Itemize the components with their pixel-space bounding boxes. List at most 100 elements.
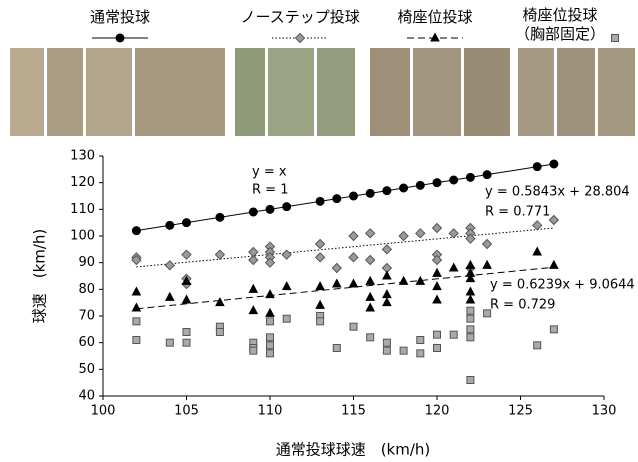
y-tick-label: 110 <box>70 202 95 217</box>
point <box>550 160 558 168</box>
y-tick-label: 80 <box>78 282 95 297</box>
point <box>467 377 474 384</box>
point <box>484 310 491 317</box>
photo <box>598 48 635 136</box>
point <box>133 337 140 344</box>
point <box>283 282 291 290</box>
point <box>417 337 424 344</box>
x-tick-label: 130 <box>592 404 617 419</box>
point <box>467 326 474 333</box>
photo <box>518 48 554 136</box>
legend-marker <box>612 35 619 42</box>
r-value: R = 1 <box>252 183 288 198</box>
point <box>449 229 458 238</box>
point <box>133 318 140 325</box>
point <box>467 334 474 341</box>
point <box>400 277 408 285</box>
x-tick-label: 115 <box>341 404 366 419</box>
point <box>383 347 390 354</box>
point <box>183 339 190 346</box>
photo <box>413 48 461 136</box>
y-tick-label: 70 <box>78 309 95 324</box>
photos <box>10 48 635 136</box>
equation: y = 0.6239x + 9.0644 <box>490 278 635 293</box>
point <box>166 293 174 301</box>
point <box>433 282 441 290</box>
point <box>266 258 275 267</box>
point <box>533 221 542 230</box>
point <box>349 253 358 262</box>
point <box>383 272 391 280</box>
point <box>350 323 357 330</box>
point <box>183 219 191 227</box>
page: 球速 (km/h) 通常投球球速 (km/h) 4050607080901001… <box>0 0 638 462</box>
photo <box>47 48 83 136</box>
point <box>267 342 274 349</box>
point <box>333 280 341 288</box>
point <box>382 245 391 254</box>
legend-label: 椅座位投球 <box>398 8 473 27</box>
point <box>433 224 442 233</box>
point <box>383 290 391 298</box>
point <box>399 232 408 241</box>
point <box>266 205 274 213</box>
y-tick-label: 50 <box>78 362 95 377</box>
point <box>400 184 408 192</box>
r-value: R = 0.771 <box>485 205 550 220</box>
point <box>534 342 541 349</box>
point <box>383 298 391 306</box>
point <box>267 318 274 325</box>
photo <box>235 48 265 136</box>
point <box>450 331 457 338</box>
point <box>366 277 374 285</box>
y-tick-label: 90 <box>78 255 95 270</box>
x-tick-label: 105 <box>174 404 199 419</box>
point <box>433 179 441 187</box>
equation: y = 0.5843x + 28.804 <box>485 185 630 200</box>
equation: y = x <box>252 165 287 180</box>
point <box>215 250 224 259</box>
point <box>550 326 557 333</box>
point <box>450 176 458 184</box>
point <box>383 187 391 195</box>
point <box>182 250 191 259</box>
point <box>317 318 324 325</box>
trend-line <box>136 228 554 267</box>
point <box>450 264 458 272</box>
x-tick-label: 120 <box>425 404 450 419</box>
point <box>533 163 541 171</box>
point <box>433 256 442 265</box>
point <box>183 329 190 336</box>
point <box>433 269 441 277</box>
point <box>316 282 324 290</box>
point <box>366 189 374 197</box>
point <box>266 290 274 298</box>
point <box>316 301 324 309</box>
y-tick-label: 40 <box>78 389 95 404</box>
y-tick-label: 100 <box>70 229 95 244</box>
point <box>283 315 290 322</box>
point <box>316 253 325 262</box>
point <box>249 248 258 257</box>
photo <box>370 48 410 136</box>
point <box>416 181 424 189</box>
point <box>434 331 441 338</box>
point <box>349 232 358 241</box>
point <box>550 261 558 269</box>
point <box>366 293 374 301</box>
point <box>333 345 340 352</box>
point <box>249 285 257 293</box>
point <box>466 234 475 243</box>
point <box>166 221 174 229</box>
point <box>483 240 492 249</box>
point <box>467 315 474 322</box>
photo <box>268 48 314 136</box>
point <box>383 339 390 346</box>
point <box>283 203 291 211</box>
point <box>433 296 441 304</box>
x-tick-label: 125 <box>508 404 533 419</box>
photo <box>464 48 510 136</box>
point <box>216 213 224 221</box>
point <box>350 280 358 288</box>
point <box>249 208 257 216</box>
